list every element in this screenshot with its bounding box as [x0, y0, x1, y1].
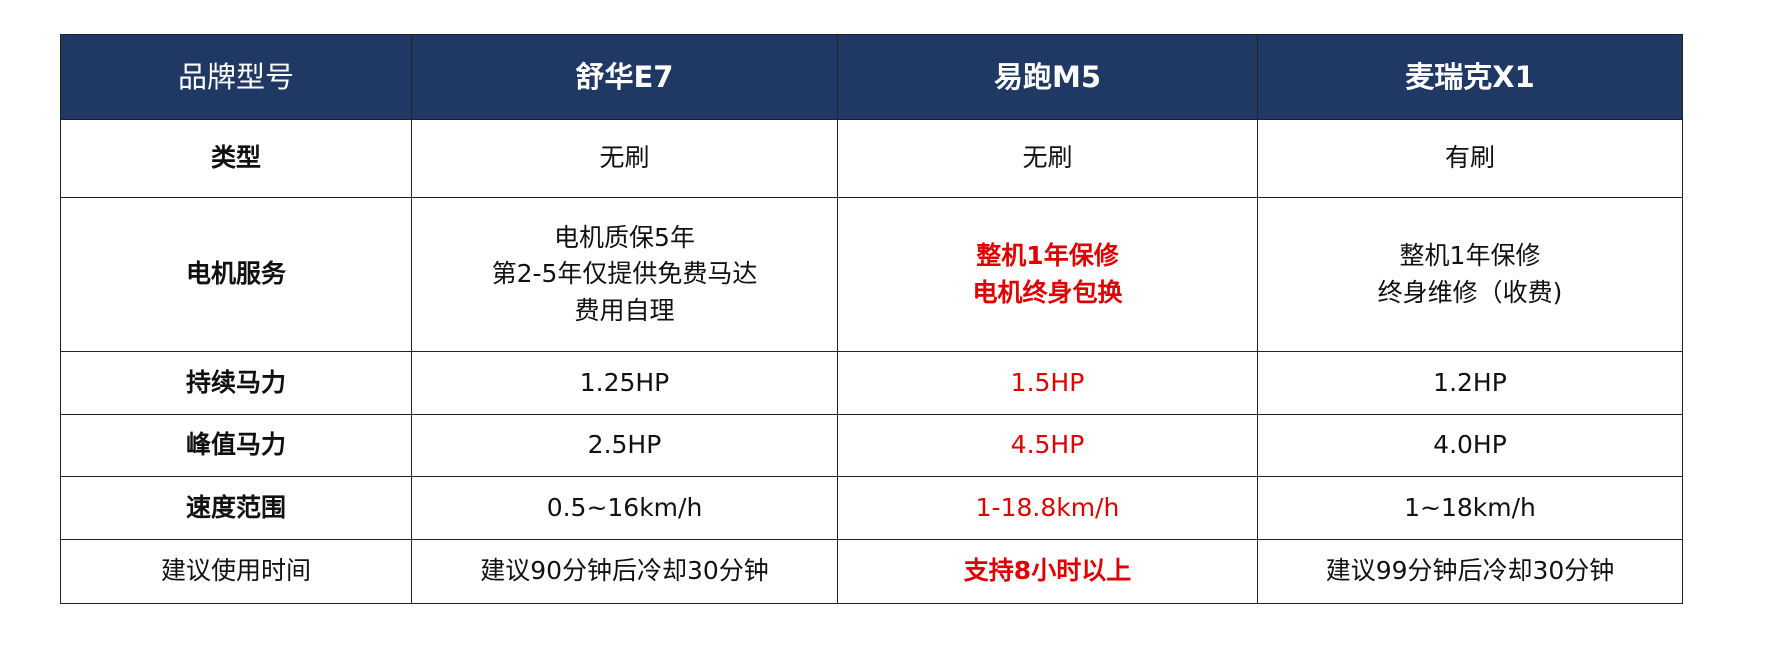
cell: 1~18km/h	[1257, 476, 1683, 540]
cell: 无刷	[411, 119, 838, 198]
cell-line: 电机质保5年	[554, 223, 695, 253]
header-row: 品牌型号 舒华E7 易跑M5 麦瑞克X1	[60, 34, 1683, 120]
table-row-continuous-hp: 持续马力 1.25HP 1.5HP 1.2HP	[60, 351, 1683, 415]
cell: 有刷	[1257, 119, 1683, 198]
row-label: 电机服务	[60, 197, 412, 352]
cell: 电机质保5年 第2-5年仅提供免费马达 费用自理	[411, 197, 838, 352]
cell-line: 整机1年保修	[976, 241, 1119, 271]
cell: 0.5~16km/h	[411, 476, 838, 540]
cell: 无刷	[837, 119, 1258, 198]
cell: 1.2HP	[1257, 351, 1683, 415]
table-row-peak-hp: 峰值马力 2.5HP 4.5HP 4.0HP	[60, 414, 1683, 477]
cell: 建议99分钟后冷却30分钟	[1257, 539, 1683, 604]
cell-highlight: 4.5HP	[837, 414, 1258, 477]
comparison-table: 品牌型号 舒华E7 易跑M5 麦瑞克X1 类型 无刷 无刷 有刷 电机服务 电机…	[60, 34, 1683, 604]
row-label: 持续马力	[60, 351, 412, 415]
cell-line: 费用自理	[574, 295, 675, 325]
header-label: 品牌型号	[60, 34, 412, 120]
row-label: 类型	[60, 119, 412, 198]
row-label: 峰值马力	[60, 414, 412, 477]
cell-line: 整机1年保修	[1399, 241, 1541, 271]
row-label: 速度范围	[60, 476, 412, 540]
cell: 2.5HP	[411, 414, 838, 477]
cell-line: 第2-5年仅提供免费马达	[491, 259, 758, 289]
row-label: 建议使用时间	[60, 539, 412, 604]
header-model-1: 舒华E7	[411, 34, 838, 120]
cell-line: 终身维修（收费)	[1377, 277, 1563, 307]
cell-line: 电机终身包换	[972, 277, 1123, 307]
cell-highlight: 1.5HP	[837, 351, 1258, 415]
cell: 4.0HP	[1257, 414, 1683, 477]
header-model-3: 麦瑞克X1	[1257, 34, 1683, 120]
header-model-2: 易跑M5	[837, 34, 1258, 120]
table-row-type: 类型 无刷 无刷 有刷	[60, 119, 1683, 198]
cell: 整机1年保修 终身维修（收费)	[1257, 197, 1683, 352]
cell-highlight: 支持8小时以上	[837, 539, 1258, 604]
cell-highlight: 1-18.8km/h	[837, 476, 1258, 540]
table-row-usage-time: 建议使用时间 建议90分钟后冷却30分钟 支持8小时以上 建议99分钟后冷却30…	[60, 539, 1683, 604]
table-row-speed-range: 速度范围 0.5~16km/h 1-18.8km/h 1~18km/h	[60, 476, 1683, 540]
cell-highlight: 整机1年保修 电机终身包换	[837, 197, 1258, 352]
cell: 1.25HP	[411, 351, 838, 415]
table-row-motor-service: 电机服务 电机质保5年 第2-5年仅提供免费马达 费用自理 整机1年保修 电机终…	[60, 197, 1683, 352]
cell: 建议90分钟后冷却30分钟	[411, 539, 838, 604]
